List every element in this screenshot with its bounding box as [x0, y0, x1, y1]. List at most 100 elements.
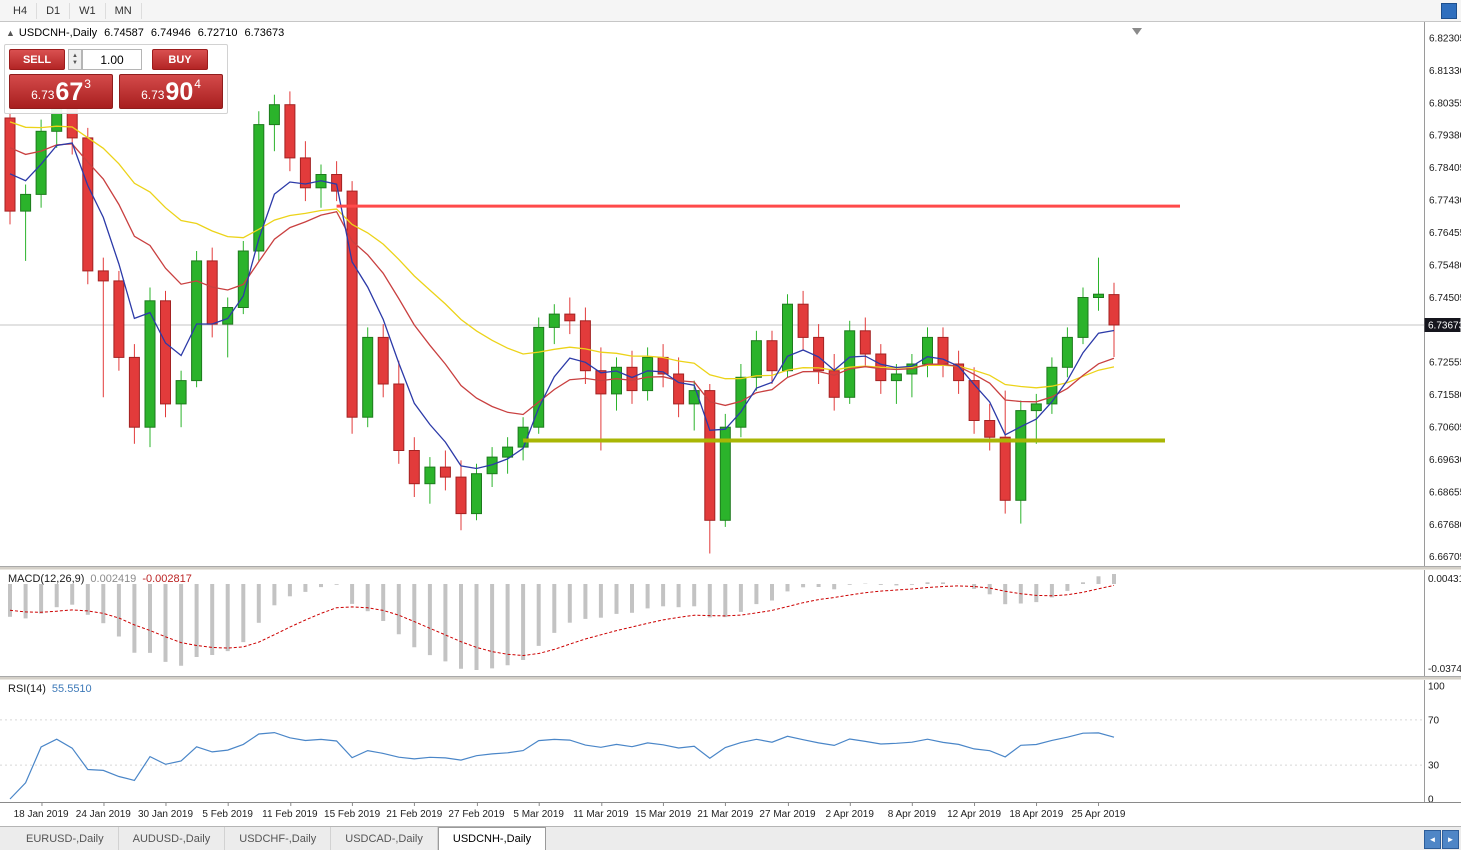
price-axis-label: 6.82305: [1429, 34, 1461, 45]
date-axis-label: 15 Feb 2019: [324, 802, 381, 820]
price-axis-label: 6.80355: [1429, 98, 1461, 109]
macd-label: MACD(12,26,9) 0.002419 -0.002817: [8, 573, 192, 585]
price-axis-label: 6.76455: [1429, 228, 1461, 239]
one-click-trading-panel: SELL ▲ ▼ BUY 6.73 67 3 6.73 90 4: [4, 44, 228, 114]
date-axis-label: 12 Apr 2019: [947, 802, 1002, 820]
timeframe-button-mn[interactable]: MN: [106, 2, 142, 19]
sell-price-prefix: 6.73: [31, 88, 55, 102]
timeframe-button-w1[interactable]: W1: [70, 2, 106, 19]
chart-symbol-title: USDCNH-,Daily: [18, 27, 98, 39]
tab-scroll-buttons: ◄ ►: [1424, 830, 1459, 849]
price-axis-label: 6.70605: [1429, 423, 1461, 434]
sell-price-pips: 67: [55, 78, 84, 106]
date-axis-label: 21 Feb 2019: [386, 802, 443, 820]
date-axis-label: 27 Mar 2019: [759, 802, 816, 820]
rsi-axis-label: 100: [1428, 682, 1445, 693]
date-axis-label: 5 Feb 2019: [202, 802, 253, 820]
bid-price-badge: [1424, 318, 1461, 332]
rsi-name: RSI(14): [8, 683, 46, 695]
buy-price-prefix: 6.73: [141, 88, 165, 102]
price-axis-label: 6.71580: [1429, 390, 1461, 401]
date-axis-label: 11 Feb 2019: [262, 802, 318, 820]
ma-medium-line: [9, 143, 1115, 416]
chart-tab-bar: EURUSD-,Daily AUDUSD-,Daily USDCHF-,Dail…: [0, 826, 1461, 850]
rsi-line: [9, 731, 1115, 800]
sell-price-button[interactable]: 6.73 67 3: [9, 74, 113, 109]
price-axis-label: 6.68655: [1429, 487, 1461, 498]
price-chart-svg[interactable]: 6.82305 6.81330 6.80355 6.79380 6.78405 6.774…: [0, 22, 1461, 566]
candles: [4, 91, 1120, 554]
macd-name: MACD(12,26,9): [8, 573, 85, 585]
price-axis-label: 6.77430: [1429, 196, 1461, 207]
timeframe-toolbar: H4 D1 W1 MN: [0, 0, 1461, 22]
chart-title-bar: ▲ USDCNH-,Daily 6.74587 6.74946 6.72710 …: [6, 27, 284, 39]
price-axis-label: 6.72555: [1429, 358, 1461, 369]
price-axis-label: 6.67680: [1429, 520, 1461, 531]
date-axis-label: 18 Apr 2019: [1009, 802, 1064, 820]
rsi-chart-svg[interactable]: 100 70 30 0: [0, 680, 1461, 802]
date-axis[interactable]: 18 Jan 2019 24 Jan 2019 30 Jan 2019 5 Feb 2…: [0, 802, 1461, 826]
one-click-collapse-icon[interactable]: ▲: [6, 28, 15, 38]
date-axis-label: 5 Mar 2019: [513, 802, 564, 820]
timeframe-button-h4[interactable]: H4: [4, 2, 38, 19]
rsi-panel[interactable]: 100 70 30 0 RSI(14) 55.5510: [0, 680, 1461, 802]
macd-value-main: 0.002419: [90, 573, 137, 585]
timeframe-button-d1[interactable]: D1: [37, 2, 71, 19]
date-axis-label: 15 Mar 2019: [635, 802, 692, 820]
main-chart-panel[interactable]: 6.82305 6.81330 6.80355 6.79380 6.78405 6.774…: [0, 22, 1461, 566]
buy-price-fraction: 4: [194, 77, 201, 91]
tab-scroll-left-icon[interactable]: ◄: [1424, 830, 1441, 849]
tab-audusd-daily[interactable]: AUDUSD-,Daily: [119, 827, 226, 850]
ma-fast-line: [9, 142, 1115, 470]
price-axis-label: 6.74505: [1429, 293, 1461, 304]
buy-button[interactable]: BUY: [152, 49, 208, 70]
date-axis-label: 25 Apr 2019: [1071, 802, 1126, 820]
macd-axis-max: 0.004319: [1428, 574, 1461, 585]
price-axis-label: 6.75480: [1429, 260, 1461, 271]
quote-open: 6.74587: [104, 27, 144, 39]
panel-splitter[interactable]: [0, 676, 1461, 680]
date-axis-label: 18 Jan 2019: [13, 802, 69, 820]
quote-low: 6.72710: [197, 27, 238, 39]
date-axis-label: 2 Apr 2019: [825, 802, 874, 820]
dock-window-icon[interactable]: [1441, 3, 1457, 19]
sell-button[interactable]: SELL: [9, 49, 65, 70]
rsi-axis-label: 0: [1428, 795, 1434, 803]
volume-spinner: ▲ ▼: [68, 49, 82, 70]
rsi-label: RSI(14) 55.5510: [8, 683, 92, 695]
price-axis-label: 6.78405: [1429, 163, 1461, 174]
buy-price-pips: 90: [165, 78, 194, 106]
ma-slow-line: [9, 121, 1115, 389]
price-axis-label: 6.66705: [1429, 552, 1461, 563]
tab-eurusd-daily[interactable]: EURUSD-,Daily: [12, 827, 119, 850]
volume-up-icon[interactable]: ▲: [72, 52, 78, 59]
date-axis-label: 11 Mar 2019: [573, 802, 629, 820]
tab-usdchf-daily[interactable]: USDCHF-,Daily: [225, 827, 332, 850]
volume-input[interactable]: [82, 49, 142, 70]
chart-shift-marker-icon[interactable]: [1132, 28, 1142, 35]
tab-usdcad-daily[interactable]: USDCAD-,Daily: [331, 827, 438, 850]
volume-down-icon[interactable]: ▼: [72, 59, 78, 66]
tab-usdcnh-daily[interactable]: USDCNH-,Daily: [437, 827, 547, 850]
macd-histogram: [8, 574, 1116, 670]
macd-axis-min: -0.03746: [1428, 664, 1461, 675]
price-axis-label: 6.69630: [1429, 455, 1461, 466]
price-axis-label: 6.81330: [1429, 66, 1461, 77]
date-axis-label: 27 Feb 2019: [448, 802, 505, 820]
macd-signal-line: [9, 584, 1115, 657]
rsi-axis-label: 70: [1428, 715, 1440, 726]
macd-chart-svg[interactable]: 0.004319 -0.03746: [0, 570, 1461, 676]
tab-scroll-right-icon[interactable]: ►: [1442, 830, 1459, 849]
macd-panel[interactable]: 0.004319 -0.03746 MACD(12,26,9) 0.002419 -0…: [0, 570, 1461, 676]
date-axis-label: 21 Mar 2019: [697, 802, 754, 820]
bid-price-badge-text: 6.73673: [1428, 321, 1461, 332]
quote-high: 6.74946: [150, 27, 191, 39]
price-axis-label: 6.79380: [1429, 131, 1461, 142]
panel-splitter[interactable]: [0, 566, 1461, 570]
sell-price-fraction: 3: [84, 77, 91, 91]
date-axis-label: 8 Apr 2019: [887, 802, 937, 820]
buy-price-button[interactable]: 6.73 90 4: [119, 74, 223, 109]
date-axis-label: 30 Jan 2019: [137, 802, 194, 820]
macd-value-signal: -0.002817: [142, 573, 192, 585]
rsi-value: 55.5510: [51, 683, 92, 695]
